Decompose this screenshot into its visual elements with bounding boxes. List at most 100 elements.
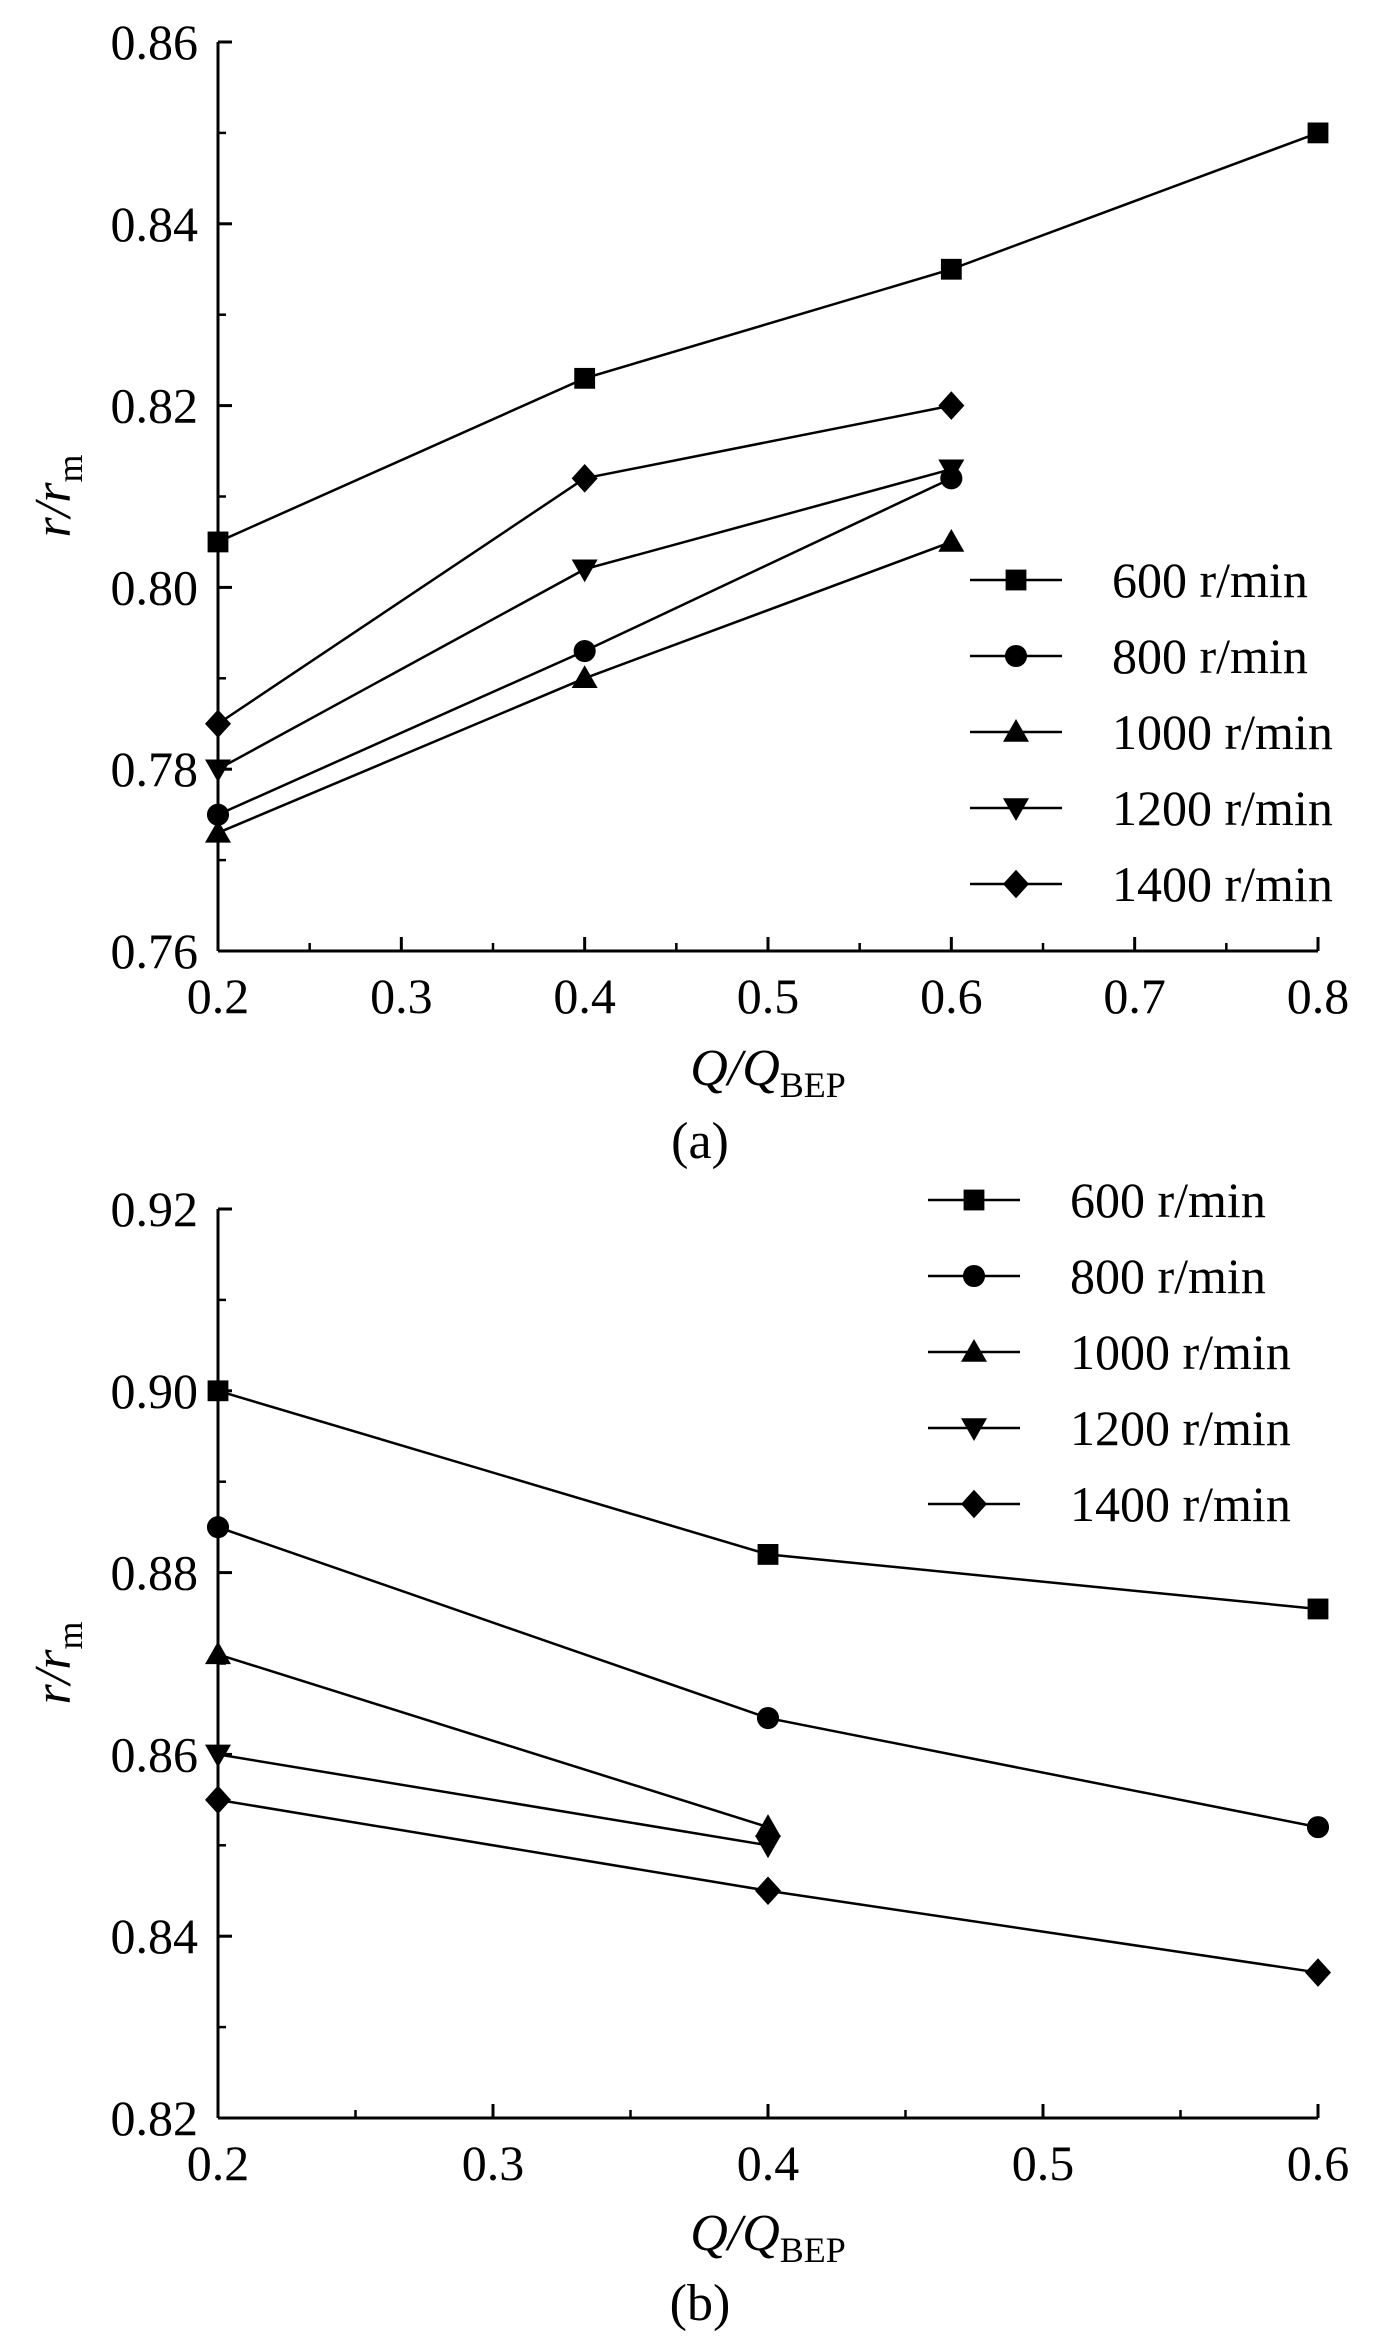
data-point-triangle-up [938,528,965,552]
legend-marker-triangle-down [1003,798,1029,821]
data-point-triangle-down [755,1835,781,1859]
data-point-circle [573,639,596,663]
legend-marker-triangle-down [961,1418,987,1441]
y-tick-label: 0.82 [111,2090,199,2146]
x-tick-label: 0.8 [1287,968,1350,1024]
legend-label: 1000 r/min [1070,1324,1291,1380]
x-tick-label: 0.2 [187,968,250,1024]
legend-marker-triangle-up [961,1339,987,1362]
legend: 600 r/min 800 r/min 1000 r/min 1200 r/min 14… [970,552,1333,912]
legend-label: 800 r/min [1070,1248,1266,1304]
legend-item: 800 r/min [970,628,1308,684]
data-point-triangle-up [571,665,598,689]
x-axis-title: Q/QBEP [690,2205,846,2270]
legend: 600 r/min 800 r/min 1000 r/min 1200 r/min 14… [928,1172,1291,1532]
data-point-square [574,367,596,389]
series-line [217,1653,769,1829]
legend-label: 1000 r/min [1112,704,1333,760]
data-point-diamond [205,709,231,739]
legend-marker-circle [962,1264,986,1288]
series-line [217,131,1319,544]
legend-item: 1000 r/min [970,704,1333,760]
y-tick-label: 0.80 [111,559,199,615]
legend-item: 1200 r/min [970,780,1333,836]
legend-item: 1200 r/min [928,1400,1291,1456]
data-point-square [940,258,962,280]
series-1400-r-min [205,1785,1331,1987]
legend-item: 800 r/min [928,1248,1266,1304]
chart-panel-b: 0.82 0.84 0.86 0.88 0.90 0.92 0.2 0.3 0.4 0.5 0.6 6… [25,1172,1349,2332]
data-point-square [1307,122,1329,144]
series-800-r-min [206,467,963,826]
panel-label: (a) [671,1113,729,1170]
series-1200-r-min [205,1744,781,1859]
y-tick-label: 0.84 [111,196,199,252]
y-tick-label: 0.76 [111,923,199,979]
series-line [217,1753,769,1847]
data-point-diamond [205,1785,231,1815]
series-1000-r-min [205,1641,781,1837]
data-point-diamond [938,391,965,420]
data-point-square [1307,1598,1329,1620]
data-point-square [207,1380,229,1402]
data-point-triangle-down [205,1744,231,1768]
series-600-r-min [207,1380,1329,1620]
legend-marker-diamond [961,1489,987,1519]
panel-label: (b) [670,2275,731,2332]
data-point-triangle-up [205,819,231,843]
x-tick-label: 0.4 [553,968,616,1024]
legend-item: 600 r/min [970,552,1308,608]
y-tick-label: 0.88 [111,1545,199,1601]
x-tick-label: 0.7 [1103,968,1166,1024]
x-tick-label: 0.4 [737,2135,800,2191]
legend-item: 600 r/min [928,1172,1266,1228]
data-point-square [207,531,229,553]
legend-marker-circle [1004,644,1028,668]
data-point-square [757,1544,779,1565]
x-tick-label: 0.3 [370,968,433,1024]
y-tick-label: 0.86 [111,14,199,70]
legend-marker-diamond [1003,869,1029,899]
data-point-triangle-down [938,459,965,483]
series-1000-r-min [205,528,965,843]
legend-label: 600 r/min [1070,1172,1266,1228]
y-tick-label: 0.92 [111,1181,199,1237]
y-axis-title: r/rm [25,1622,90,1705]
x-tick-label: 0.6 [920,968,983,1024]
series-line [217,468,952,771]
data-point-diamond [755,1876,781,1906]
x-tick-label: 0.5 [1012,2135,1075,2191]
legend-label: 1400 r/min [1112,856,1333,912]
data-point-circle [1306,1816,1330,1839]
data-point-triangle-up [755,1814,781,1837]
legend-marker-triangle-up [1003,719,1029,742]
y-tick-label: 0.90 [111,1363,199,1419]
legend-label: 600 r/min [1112,552,1308,608]
legend-label: 1200 r/min [1112,780,1333,836]
y-tick-label: 0.78 [111,741,199,797]
legend-item: 1400 r/min [928,1476,1291,1532]
x-tick-label: 0.6 [1287,2135,1350,2191]
x-tick-label: 0.5 [737,968,800,1024]
legend-item: 1400 r/min [970,856,1333,912]
legend-label: 800 r/min [1112,628,1308,684]
x-tick-label: 0.2 [187,2135,250,2191]
series-800-r-min [206,1516,1330,1839]
series-600-r-min [207,122,1329,553]
data-point-diamond [1305,1958,1331,1987]
data-point-triangle-down [571,559,598,583]
data-point-triangle-down [205,759,231,783]
data-point-circle [756,1706,780,1730]
series-1200-r-min [205,459,965,783]
y-tick-label: 0.86 [111,1726,199,1782]
legend-marker-square [963,1189,985,1211]
data-point-triangle-up [205,1641,231,1665]
data-point-diamond [571,464,598,493]
data-point-circle [206,1516,230,1539]
legend-label: 1400 r/min [1070,1476,1291,1532]
legend-item: 1000 r/min [928,1324,1291,1380]
y-tick-label: 0.84 [111,1908,199,1964]
data-point-circle [206,803,230,826]
y-tick-label: 0.82 [111,378,199,434]
